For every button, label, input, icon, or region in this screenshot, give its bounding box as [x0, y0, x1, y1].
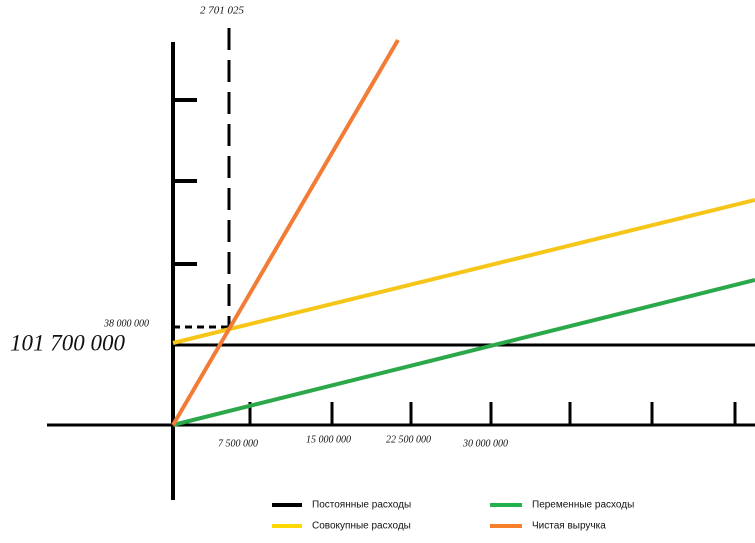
legend-label: Совокупные расходы	[312, 521, 411, 532]
legend-label: Переменные расходы	[532, 500, 634, 511]
fixed-costs-label: 101 700 000	[10, 330, 126, 355]
x-tick-label: 7 500 000	[218, 438, 258, 449]
x-tick-label: 15 000 000	[306, 434, 351, 445]
legend-label: Чистая выручка	[532, 521, 606, 532]
x-tick-label: 30 000 000	[462, 438, 508, 449]
y-ticks	[173, 98, 197, 266]
x-ticks	[248, 402, 737, 425]
break-even-revenue: 38 000 000	[103, 318, 149, 329]
x-tick-label: 22 500 000	[386, 434, 431, 445]
total-costs-line	[172, 198, 755, 345]
legend-label: Постоянные расходы	[312, 500, 411, 511]
variable-costs-line	[172, 278, 755, 427]
break-even-quantity: 2 701 025	[200, 5, 245, 17]
revenue-line	[171, 38, 400, 427]
legend: Постоянные расходы Переменные расходы Со…	[272, 500, 634, 532]
